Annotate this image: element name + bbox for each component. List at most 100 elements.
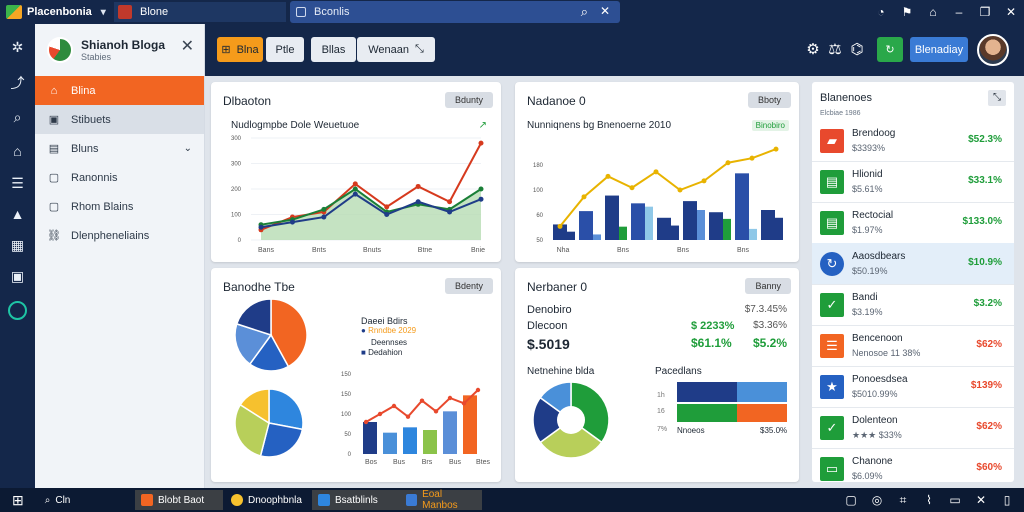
sidebar-item[interactable]: ⛓ Dlenpheneliains	[35, 221, 204, 250]
y-tick-label: 60	[536, 213, 543, 219]
user-avatar[interactable]	[977, 34, 1009, 66]
tools-icon[interactable]: ✕	[975, 493, 987, 507]
list-item[interactable]: ☰ Bencenoon Nenosoe 11 38% $62%	[812, 325, 1014, 367]
start-button[interactable]: ⊞ ⌕ Cln	[6, 490, 76, 510]
tab-icon	[118, 5, 132, 19]
title-bar: Placenbonia ▾ Blone Bconlis ⌕ ✕ ◔ ⚑ ⌂ – …	[0, 0, 1024, 24]
list-item[interactable]: ▤ Rectocial $1.97% $133.0%	[812, 202, 1014, 244]
sidebar-item[interactable]: ▢ Rhom Blains	[35, 192, 204, 221]
edge-icon[interactable]: ◎	[871, 493, 883, 507]
app-icon	[141, 494, 153, 506]
item-name: Rectocial	[852, 210, 894, 221]
card-title: Dlbaoton	[223, 94, 272, 108]
primary-button[interactable]: Blenadiay	[910, 37, 968, 62]
chevron-down-icon[interactable]: ▾	[100, 6, 106, 18]
list-item[interactable]: ▰ Brendoog $3393% $52.3%	[812, 120, 1014, 162]
taskbar-item[interactable]: Bsatblinls	[312, 490, 400, 510]
sidebar-item-label: Ranonnis	[71, 171, 118, 184]
toolbar-button-2[interactable]: Ptle	[266, 37, 304, 62]
card-menu-button[interactable]: Bboty	[747, 92, 791, 108]
grid-icon[interactable]: ▦	[10, 237, 25, 253]
tag-icon[interactable]: ⌬	[850, 41, 864, 58]
card-menu-button[interactable]: Bdunty	[444, 92, 493, 108]
wifi-icon[interactable]: ⌇	[926, 493, 932, 507]
page-icon: ▢	[48, 201, 60, 213]
home-icon[interactable]: ⌂	[13, 143, 22, 159]
tab-active[interactable]: Blone	[114, 2, 286, 22]
bar	[737, 404, 787, 422]
x-tick-label: Bus	[449, 459, 462, 466]
chart-icon[interactable]: ⤴	[10, 75, 25, 91]
metric-label: Denobiro	[527, 304, 572, 316]
lock-icon[interactable]: ⌂	[929, 5, 937, 19]
card-icon[interactable]: ▣	[10, 268, 25, 284]
filter-button[interactable]: ⤡	[988, 90, 1006, 106]
pie-slice	[239, 388, 270, 425]
legend-dot: ●	[361, 326, 369, 335]
toolbar-button-1[interactable]: ⊞ Blna	[217, 37, 263, 62]
close-icon[interactable]: ✕	[1005, 5, 1017, 19]
list-item[interactable]: ★ Ponoesdsea $5010.99% $139%	[812, 366, 1014, 408]
gear-icon[interactable]: ⚙	[806, 41, 820, 58]
legend-item: ● Rnndbe 2029	[361, 326, 416, 335]
notification-icon[interactable]: ⚑	[901, 5, 913, 19]
data-point	[415, 199, 421, 205]
avatar[interactable]	[47, 37, 73, 63]
bar	[403, 427, 417, 454]
gauge-icon[interactable]: ◔	[877, 5, 885, 19]
home-icon: ⌂	[50, 84, 58, 97]
minimize-icon[interactable]: –	[955, 5, 963, 19]
expand-icon: ⤡	[414, 43, 424, 55]
bar-value: $35.0%	[760, 426, 788, 435]
search-input[interactable]: Bconlis ⌕ ✕	[290, 1, 620, 23]
list-icon[interactable]: ☰	[11, 175, 24, 191]
tools-icon[interactable]: ✕	[599, 4, 610, 18]
metric-value: $ 2233%	[691, 320, 735, 332]
list-item[interactable]: ✓ Bandi $3.19% $3.2%	[812, 284, 1014, 326]
network-icon[interactable]: ✲	[11, 39, 24, 55]
tray-icon[interactable]: ⌗	[899, 492, 907, 507]
data-point	[701, 178, 707, 184]
toolbar-button-3[interactable]: Bllas	[311, 37, 356, 62]
bar	[593, 234, 601, 240]
data-point	[321, 214, 327, 220]
card-menu-button[interactable]: Banny	[745, 278, 791, 294]
chevron-down-icon[interactable]: ⌄	[183, 143, 192, 154]
app-icon	[231, 494, 243, 506]
taskbar-label: Dnoophbnla	[248, 494, 302, 506]
x-tick-label: Nha	[557, 247, 570, 254]
list-item[interactable]: ▭ Chanone $6.09% $60%	[812, 448, 1014, 490]
building-icon[interactable]: ▲	[10, 206, 25, 222]
bar	[645, 206, 653, 240]
check-icon: ✓	[820, 293, 844, 317]
app-title[interactable]: Placenbonia ▾	[6, 4, 106, 20]
circle-icon[interactable]	[8, 301, 27, 320]
list-item[interactable]: ↻ Aaosdbears $50.19% $10.9%	[812, 243, 1014, 285]
toolbar-button-1-label: Blna	[236, 43, 259, 56]
restore-icon[interactable]: ❐	[979, 5, 991, 19]
taskbar-item[interactable]: Dnoophbnla	[225, 490, 311, 510]
notification-icon[interactable]: ▯	[1003, 493, 1011, 507]
close-icon[interactable]: ✕	[180, 38, 194, 55]
taskbar-item[interactable]: Eoal Manbos	[400, 489, 482, 511]
series-line	[365, 389, 479, 423]
bar	[677, 382, 737, 402]
section-label: Netnehine blda	[527, 366, 595, 377]
sidebar-item[interactable]: ▢ Ranonnis	[35, 163, 204, 192]
monitor-icon[interactable]: ▭	[949, 493, 961, 507]
taskbar-item[interactable]: Blobt Baot	[135, 490, 223, 510]
window-icon[interactable]: ▢	[845, 493, 857, 507]
sidebar-item[interactable]: ⌂ Blina	[35, 76, 204, 105]
sync-button[interactable]: ↻	[877, 37, 903, 62]
legend-item-label: Dedahion	[368, 348, 403, 357]
search-icon[interactable]: ⌕	[580, 4, 588, 19]
list-item[interactable]: ▤ Hlionid $5.61% $33.1%	[812, 161, 1014, 203]
search-text: Bconlis	[314, 6, 350, 18]
search-icon[interactable]: ⌕	[13, 109, 22, 125]
list-item[interactable]: ✓ Dolenteon ★★★ $33% $62%	[812, 407, 1014, 449]
sidebar-item[interactable]: ▣ Stibuets	[35, 105, 204, 134]
toolbar-dropdown[interactable]: Wenaan ⤡	[357, 37, 435, 62]
card-menu-button[interactable]: Bdenty	[444, 278, 493, 294]
sidebar-item[interactable]: ▤ Bluns ⌄	[35, 134, 204, 163]
scale-icon[interactable]: ⚖	[828, 41, 842, 58]
